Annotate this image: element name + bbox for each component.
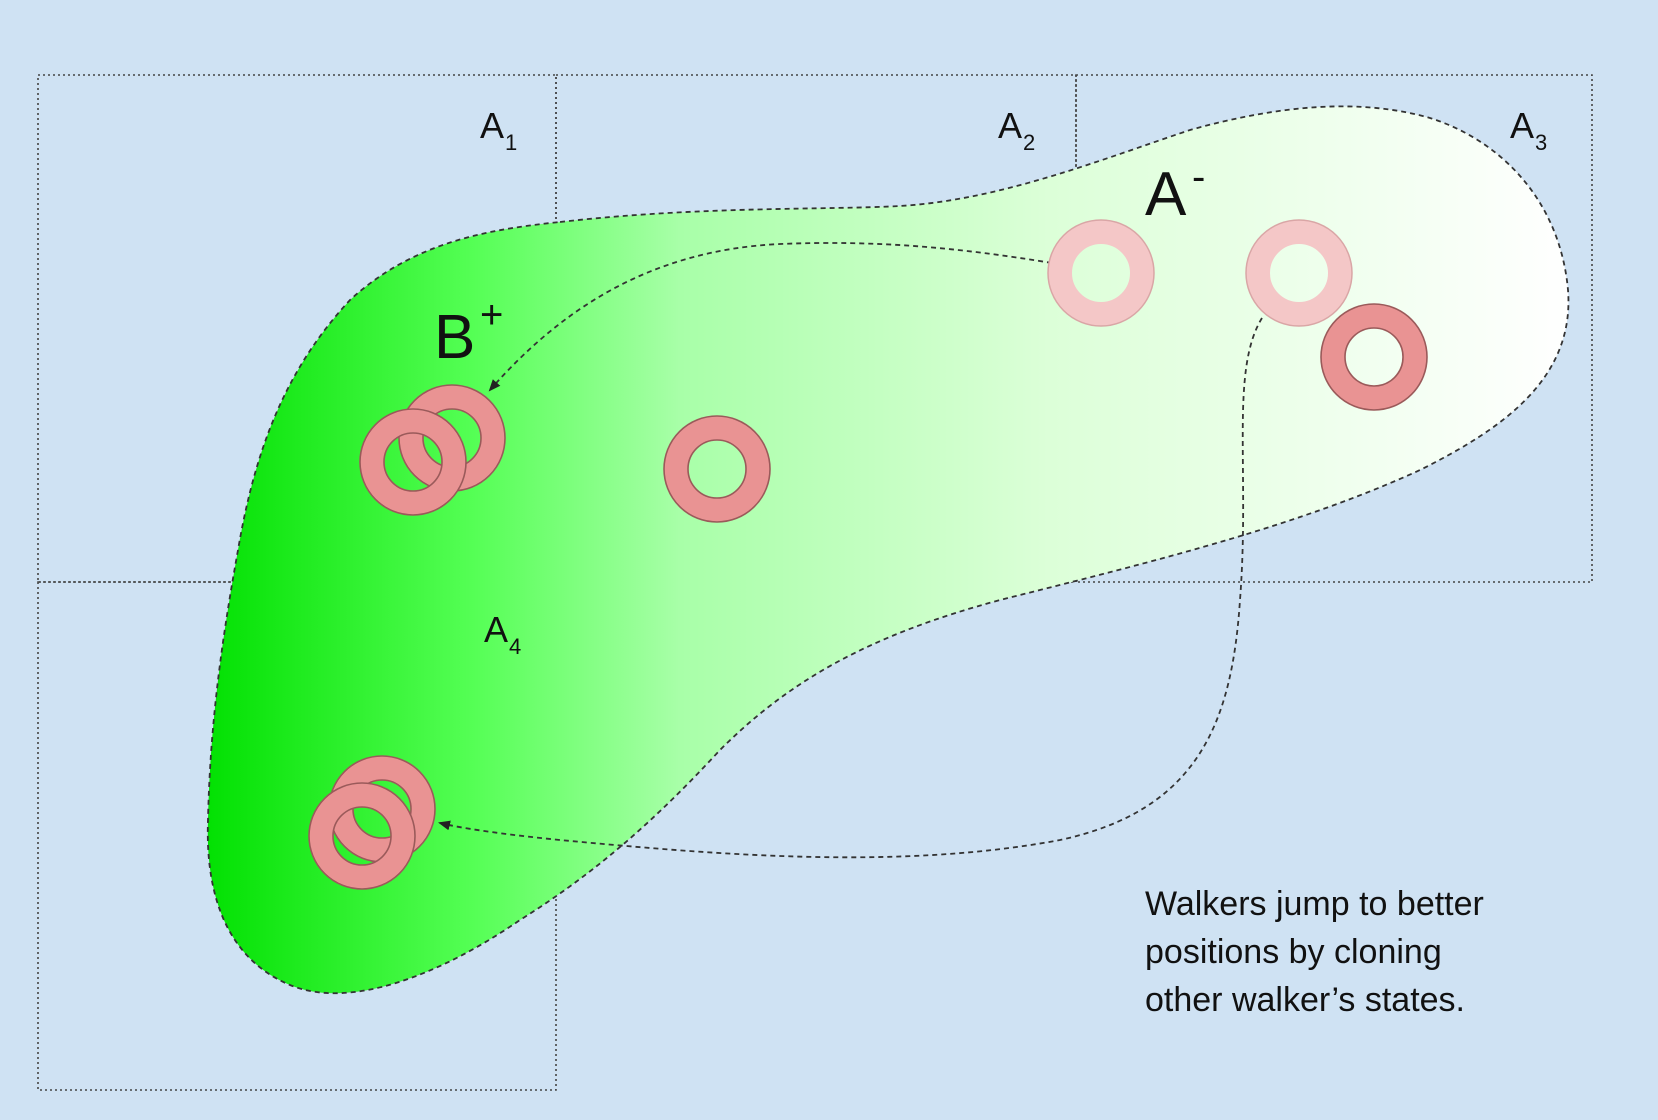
walker xyxy=(663,415,771,523)
svg-text:A: A xyxy=(998,105,1022,146)
cell-label-a1: A 1 xyxy=(480,105,517,155)
caption-line: other walker’s states. xyxy=(1145,981,1465,1019)
caption-line: Walkers jump to better xyxy=(1145,885,1484,923)
walker xyxy=(1320,303,1428,411)
svg-text:A: A xyxy=(480,105,504,146)
caption: Walkers jump to better positions by clon… xyxy=(1145,880,1585,1024)
svg-text:1: 1 xyxy=(505,130,517,155)
walkers xyxy=(308,219,1428,890)
clone-path-upper xyxy=(488,242,1053,392)
fitness-region xyxy=(206,105,1570,995)
svg-text:-: - xyxy=(1192,155,1205,199)
svg-text:+: + xyxy=(480,293,503,337)
svg-text:A: A xyxy=(1510,105,1534,146)
cell-label-a4: A 4 xyxy=(484,609,521,659)
caption-line: positions by cloning xyxy=(1145,933,1442,971)
label-b-plus: B + xyxy=(434,293,503,372)
cell-label-a3: A 3 xyxy=(1510,105,1547,155)
svg-text:A: A xyxy=(484,609,508,650)
label-a-minus: A - xyxy=(1145,155,1205,229)
svg-text:4: 4 xyxy=(509,634,521,659)
cell-label-a2: A 2 xyxy=(998,105,1035,155)
walker-faded xyxy=(1047,219,1155,327)
svg-text:B: B xyxy=(434,303,475,372)
clone-path-lower xyxy=(438,317,1263,859)
svg-text:A: A xyxy=(1145,160,1187,229)
cell-a3 xyxy=(1075,74,1593,583)
walker xyxy=(308,782,416,890)
svg-text:3: 3 xyxy=(1535,130,1547,155)
walker xyxy=(359,408,467,516)
walker-faded xyxy=(1245,219,1353,327)
svg-text:2: 2 xyxy=(1023,130,1035,155)
